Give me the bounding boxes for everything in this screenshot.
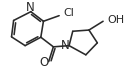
Text: Cl: Cl (63, 8, 74, 18)
Text: N: N (61, 39, 69, 52)
Text: OH: OH (107, 15, 124, 25)
Text: O: O (40, 56, 49, 69)
Text: N: N (26, 1, 34, 14)
